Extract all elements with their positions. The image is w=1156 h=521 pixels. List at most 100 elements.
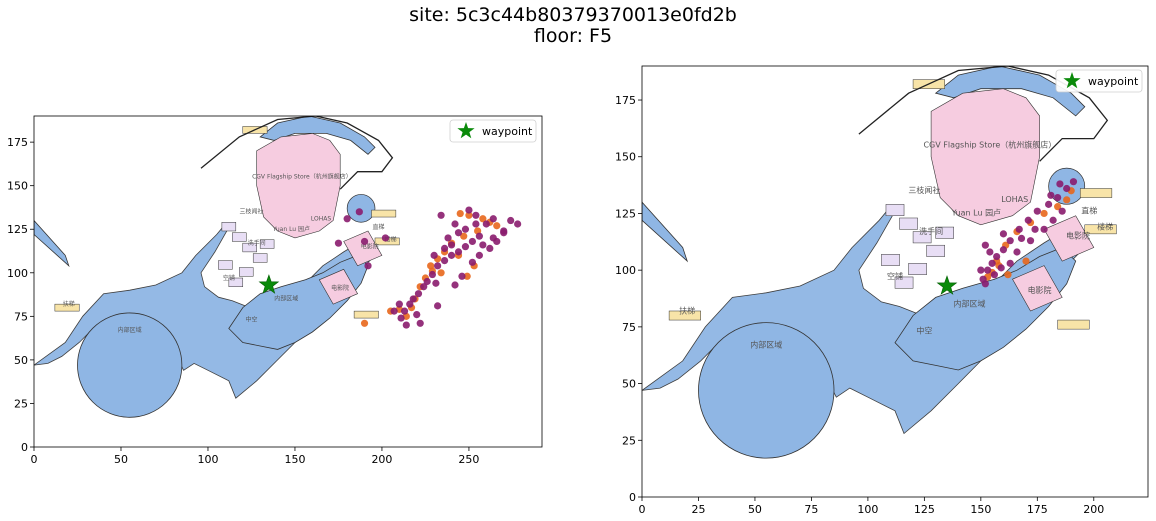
data-point-purple (1069, 178, 1078, 186)
data-point-purple (413, 311, 421, 319)
data-point-purple (451, 220, 459, 228)
data-point-purple (381, 234, 390, 242)
data-point-purple (988, 259, 996, 267)
data-point-orange (1063, 196, 1071, 204)
y-tick-label: 0 (21, 441, 28, 454)
label-sanchang: 三枝闻社 (239, 208, 263, 216)
label-atrium: 中空 (916, 326, 932, 336)
y-tick-label: 150 (7, 180, 28, 193)
stairs-unit-3 (1079, 188, 1113, 198)
service-unit-1 (899, 217, 918, 230)
x-tick-label: 0 (31, 453, 38, 466)
scatter-points (977, 178, 1078, 288)
label-washroom: 洗手间 (248, 239, 266, 247)
label-cinema-1: 电影院 (1066, 230, 1090, 240)
x-tick-label: 175 (1027, 503, 1048, 516)
y-tick-label: 175 (615, 94, 636, 107)
label-vacant: 空铺 (887, 271, 903, 281)
axes-frame (33, 115, 543, 448)
data-point-purple (999, 246, 1008, 254)
data-point-purple (1006, 237, 1014, 245)
data-point-purple (1006, 259, 1014, 267)
y-tick-label: 50 (14, 354, 28, 367)
legend-waypoint-icon (457, 122, 475, 139)
data-point-purple (364, 262, 372, 270)
label-atrium: 中空 (245, 316, 257, 324)
label-stairwell: 楼梯 (385, 235, 397, 243)
x-tick-label: 25 (691, 503, 705, 516)
data-point-purple (406, 300, 414, 308)
data-point-purple (461, 225, 470, 233)
data-point-purple (1047, 191, 1055, 199)
y-tick-label: 0 (629, 491, 636, 504)
label-lohas: LOHAS (1001, 195, 1028, 204)
data-point-purple (454, 248, 463, 256)
data-point-purple (479, 241, 487, 249)
data-point-orange (479, 215, 487, 223)
label-stairwell: 楼梯 (1097, 221, 1113, 231)
data-point-purple (1063, 184, 1071, 193)
service-unit-6 (881, 254, 900, 266)
kiosk-circle (346, 194, 376, 223)
data-point-purple (472, 220, 480, 228)
data-point-purple (977, 266, 985, 274)
data-point-purple (1031, 225, 1039, 233)
data-point-orange (360, 319, 369, 327)
data-point-purple (1013, 248, 1021, 256)
corridor-left-strip (642, 201, 689, 263)
label-flagship: CGV Flagship Store（杭州旗舰店） (923, 140, 1056, 150)
data-point-purple (458, 272, 466, 280)
y-tick-label: 75 (622, 321, 636, 334)
data-point-purple (416, 319, 424, 327)
label-corridor-main: 内部区域 (118, 326, 142, 334)
data-point-purple (981, 280, 989, 288)
legend-label: waypoint (482, 125, 533, 138)
x-tick-label: 150 (970, 503, 991, 516)
y-tick-label: 175 (7, 136, 28, 149)
legend-waypoint-icon (1063, 72, 1081, 89)
data-point-purple (444, 234, 452, 242)
y-tick-label: 125 (615, 207, 636, 220)
y-tick-label: 125 (7, 223, 28, 236)
data-point-purple (390, 307, 398, 315)
data-point-purple (402, 321, 410, 329)
x-tick-label: 125 (914, 503, 935, 516)
data-point-orange (456, 209, 464, 218)
data-point-purple (468, 258, 477, 266)
service-unit-1 (232, 232, 247, 242)
label-cinema-2: 电影院 (1028, 285, 1052, 295)
label-cinema-2: 电影院 (331, 284, 349, 292)
data-point-purple (1033, 207, 1041, 215)
data-point-purple (428, 270, 436, 279)
data-point-purple (395, 300, 403, 308)
data-point-purple (465, 206, 473, 214)
stairs-unit-0 (54, 303, 80, 312)
data-point-purple (420, 283, 428, 291)
data-point-purple (1045, 200, 1053, 208)
data-point-purple (414, 290, 423, 298)
waypoint-marker (258, 274, 280, 294)
x-tick-label: 0 (639, 503, 646, 516)
data-point-orange (493, 222, 501, 230)
x-tick-label: 200 (371, 453, 392, 466)
x-tick-label: 50 (748, 503, 762, 516)
label-cinema-1: 电影院 (361, 242, 379, 250)
stairs-unit-0 (668, 310, 701, 321)
data-point-purple (440, 244, 449, 252)
x-tick-label: 200 (1083, 503, 1104, 516)
data-point-purple (343, 215, 351, 223)
data-point-purple (1058, 207, 1066, 215)
data-point-purple (475, 232, 483, 240)
label-corridor-lower: 内部区域 (274, 295, 298, 303)
service-unit-7 (228, 277, 244, 287)
data-point-purple (1026, 237, 1035, 245)
legend-label: waypoint (1088, 75, 1139, 88)
label-stairs-left: 扶梯 (679, 305, 695, 315)
corridor-round-region (77, 312, 183, 418)
label-corridor-lower: 内部区域 (954, 298, 986, 308)
service-unit-5 (239, 267, 254, 277)
data-point-purple (468, 237, 477, 246)
